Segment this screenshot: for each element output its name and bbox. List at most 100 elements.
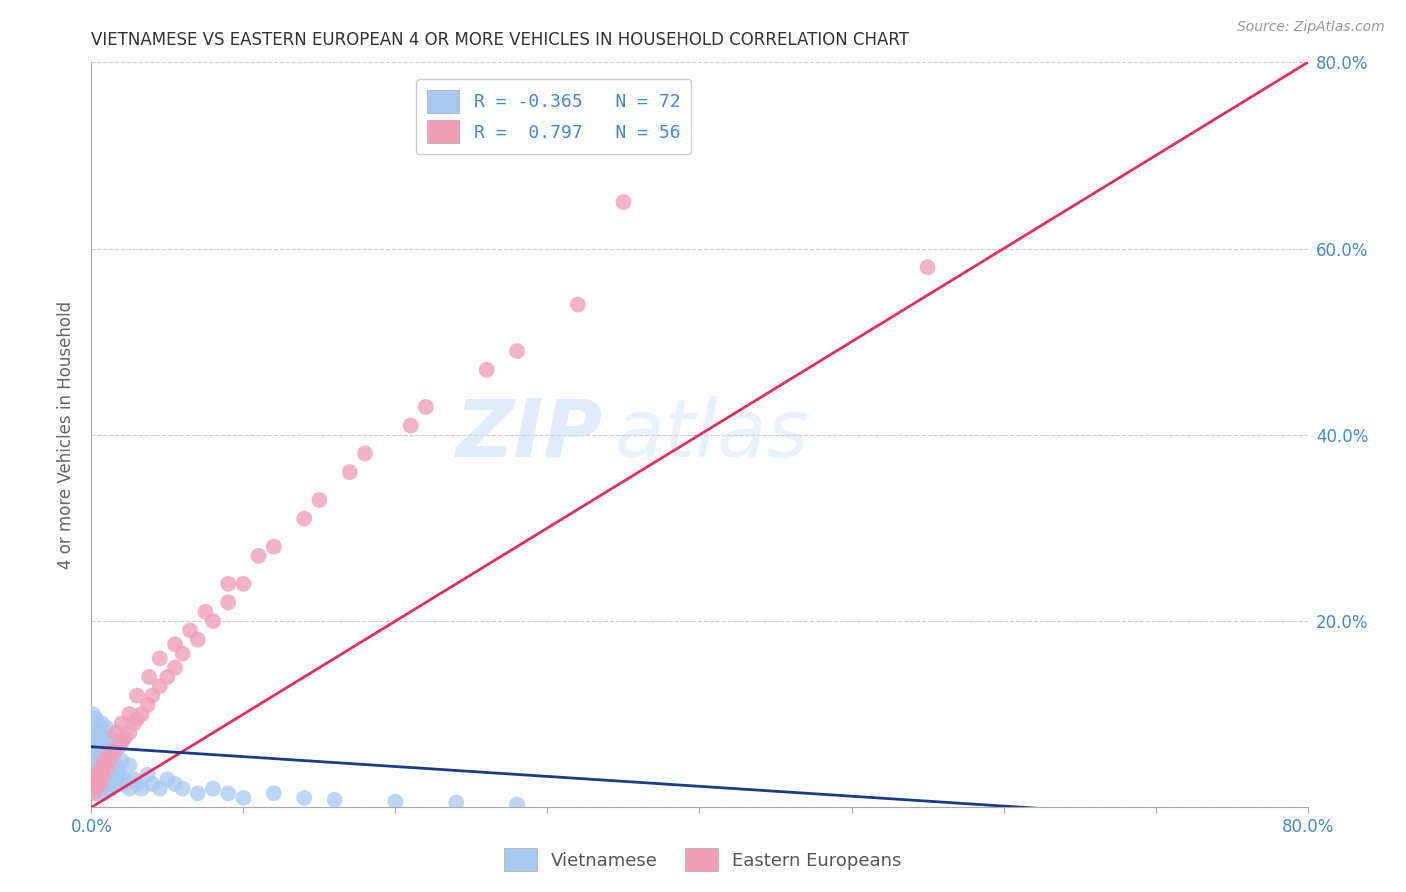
Point: [104, 726, 127, 740]
Point: [84, 781, 107, 796]
Point: [93, 786, 115, 800]
Point: [292, 791, 315, 805]
Point: [172, 647, 194, 661]
Point: [86, 772, 108, 787]
Point: [111, 716, 134, 731]
Legend: Vietnamese, Eastern Europeans: Vietnamese, Eastern Europeans: [498, 841, 908, 879]
Point: [98, 749, 121, 764]
Point: [111, 735, 134, 749]
Point: [105, 763, 128, 777]
Point: [83, 758, 105, 772]
Point: [172, 781, 194, 796]
Point: [107, 735, 129, 749]
Point: [91, 754, 114, 768]
Point: [91, 777, 114, 791]
Point: [399, 418, 422, 433]
Point: [82, 772, 104, 787]
Point: [323, 793, 346, 807]
Point: [100, 758, 122, 772]
Point: [125, 777, 148, 791]
Point: [339, 465, 361, 479]
Point: [194, 605, 217, 619]
Point: [247, 549, 270, 563]
Point: [86, 777, 108, 791]
Point: [136, 698, 159, 712]
Point: [141, 689, 163, 703]
Point: [506, 344, 529, 359]
Point: [100, 781, 122, 796]
Point: [163, 660, 186, 674]
Point: [96, 721, 118, 735]
Point: [87, 726, 110, 740]
Point: [103, 754, 125, 768]
Point: [83, 735, 105, 749]
Point: [91, 716, 114, 731]
Point: [107, 739, 129, 754]
Point: [101, 767, 124, 781]
Point: [83, 781, 105, 796]
Point: [91, 763, 114, 777]
Point: [202, 781, 225, 796]
Point: [263, 786, 285, 800]
Point: [103, 777, 125, 791]
Point: [89, 749, 111, 764]
Point: [131, 781, 153, 796]
Point: [83, 781, 105, 796]
Point: [87, 772, 110, 787]
Point: [114, 772, 136, 787]
Point: [83, 777, 105, 791]
Point: [96, 758, 118, 772]
Point: [91, 731, 114, 745]
Point: [87, 758, 110, 772]
Point: [187, 786, 209, 800]
Point: [87, 735, 110, 749]
Point: [122, 772, 145, 787]
Point: [118, 726, 141, 740]
Point: [93, 763, 115, 777]
Point: [84, 763, 107, 777]
Point: [86, 767, 108, 781]
Point: [98, 744, 121, 758]
Point: [156, 772, 179, 787]
Point: [84, 786, 107, 800]
Point: [96, 735, 118, 749]
Point: [612, 195, 634, 210]
Point: [122, 716, 145, 731]
Point: [354, 446, 377, 460]
Point: [138, 670, 160, 684]
Point: [125, 689, 148, 703]
Point: [179, 624, 201, 638]
Point: [100, 731, 122, 745]
Point: [141, 777, 163, 791]
Point: [136, 767, 159, 781]
Point: [86, 754, 108, 768]
Point: [118, 781, 141, 796]
Y-axis label: 4 or more Vehicles in Household: 4 or more Vehicles in Household: [58, 301, 76, 569]
Point: [111, 777, 134, 791]
Point: [96, 758, 118, 772]
Point: [97, 777, 120, 791]
Point: [163, 637, 186, 651]
Point: [86, 731, 108, 745]
Point: [415, 400, 437, 414]
Point: [917, 260, 939, 275]
Point: [217, 786, 239, 800]
Point: [308, 493, 330, 508]
Point: [89, 763, 111, 777]
Legend: R = -0.365   N = 72, R =  0.797   N = 56: R = -0.365 N = 72, R = 0.797 N = 56: [416, 78, 692, 154]
Point: [89, 726, 111, 740]
Point: [111, 754, 134, 768]
Point: [149, 651, 172, 665]
Point: [187, 632, 209, 647]
Point: [567, 297, 589, 311]
Point: [156, 670, 179, 684]
Point: [217, 595, 239, 609]
Point: [163, 777, 186, 791]
Point: [292, 511, 315, 525]
Point: [94, 772, 117, 787]
Point: [118, 758, 141, 772]
Point: [84, 712, 107, 726]
Point: [89, 772, 111, 787]
Point: [82, 786, 104, 800]
Point: [83, 721, 105, 735]
